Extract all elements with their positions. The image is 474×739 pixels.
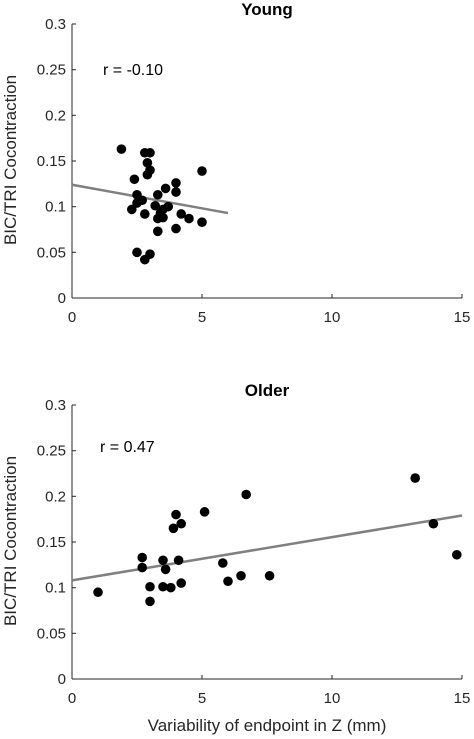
data-point: [171, 187, 181, 197]
data-point: [160, 564, 171, 575]
data-point: [150, 200, 160, 211]
data-point: [158, 555, 168, 566]
data-point: [158, 581, 168, 592]
data-point: [137, 562, 147, 573]
y-tick-label: 0.25: [37, 62, 66, 79]
x-tick-label: 10: [324, 309, 341, 326]
data-point: [197, 166, 207, 176]
scatter-points: [93, 473, 462, 607]
data-point: [241, 489, 251, 500]
data-point: [153, 213, 163, 224]
y-tick-label: 0: [58, 290, 66, 307]
panel-older: Older BIC/TRI Cocontraction r = 0.47 Var…: [1, 381, 470, 735]
data-point: [166, 582, 176, 593]
data-point: [129, 174, 140, 185]
data-point: [116, 144, 127, 154]
x-tick-labels: 0 5 10 15: [68, 690, 471, 707]
data-point: [145, 596, 155, 607]
y-ticks: [72, 23, 76, 299]
data-point: [236, 570, 246, 581]
y-tick-label: 0.3: [45, 16, 66, 33]
data-point: [137, 552, 147, 563]
data-point: [132, 247, 142, 258]
fit-line: [71, 514, 463, 582]
x-tick-labels: 0 5 10 15: [68, 309, 471, 326]
data-point: [160, 183, 171, 194]
y-ticks: [72, 404, 76, 680]
x-tick-label: 15: [454, 309, 471, 326]
data-point: [153, 226, 163, 237]
data-point: [145, 581, 155, 592]
data-point: [127, 204, 137, 215]
y-tick-label: 0.1: [45, 580, 66, 597]
y-tick-labels: 0 0.05 0.1 0.15 0.2 0.25 0.3: [37, 16, 66, 307]
data-point: [173, 555, 184, 566]
x-ticks: [71, 675, 463, 679]
y-tick-label: 0.05: [37, 244, 66, 261]
x-tick-label: 10: [324, 690, 341, 707]
data-point: [142, 158, 153, 168]
correlation-annotation: r = -0.10: [103, 62, 163, 79]
y-tick-label: 0.15: [37, 153, 66, 170]
correlation-annotation: r = 0.47: [100, 439, 155, 456]
data-point: [145, 147, 155, 158]
y-tick-label: 0: [58, 671, 66, 688]
x-tick-label: 0: [68, 690, 76, 707]
x-tick-label: 15: [454, 690, 471, 707]
x-tick-label: 0: [68, 309, 76, 326]
y-axis-title: BIC/TRI Cocontraction: [1, 456, 20, 626]
y-axis-title: BIC/TRI Cocontraction: [1, 75, 20, 245]
data-point: [218, 558, 228, 568]
data-point: [197, 217, 207, 227]
x-axis-title: Variability of endpoint in Z (mm): [148, 716, 387, 735]
data-point: [171, 509, 181, 520]
y-tick-label: 0.2: [45, 488, 66, 505]
scatter-points: [116, 144, 207, 265]
y-tick-label: 0.25: [37, 443, 66, 460]
data-point: [140, 209, 150, 219]
data-point: [184, 213, 194, 224]
y-tick-label: 0.3: [45, 397, 66, 414]
y-tick-label: 0.1: [45, 199, 66, 216]
x-ticks: [71, 294, 463, 298]
chart-title: Young: [241, 0, 293, 19]
data-point: [176, 209, 186, 219]
data-point: [140, 254, 150, 265]
data-point: [452, 549, 462, 560]
data-point: [93, 587, 103, 598]
x-tick-label: 5: [198, 309, 206, 326]
data-point: [171, 223, 181, 234]
data-point: [153, 189, 163, 200]
y-tick-label: 0.05: [37, 625, 66, 642]
data-point: [199, 507, 210, 517]
data-point: [132, 198, 142, 208]
x-tick-label: 5: [198, 690, 206, 707]
data-point: [168, 523, 179, 534]
y-tick-label: 0.15: [37, 534, 66, 551]
data-point: [410, 473, 421, 483]
fit-line: [71, 183, 229, 215]
chart-title: Older: [245, 381, 290, 400]
data-point: [223, 576, 233, 587]
y-tick-label: 0.2: [45, 107, 66, 124]
data-point: [142, 169, 153, 180]
data-point: [176, 578, 186, 588]
data-point: [176, 518, 186, 529]
y-tick-labels: 0 0.05 0.1 0.15 0.2 0.25 0.3: [37, 397, 66, 688]
data-point: [428, 518, 439, 529]
data-point: [171, 178, 181, 188]
data-point: [264, 570, 275, 581]
panel-young: Young BIC/TRI Cocontraction r = -0.10 0 …: [1, 0, 470, 326]
